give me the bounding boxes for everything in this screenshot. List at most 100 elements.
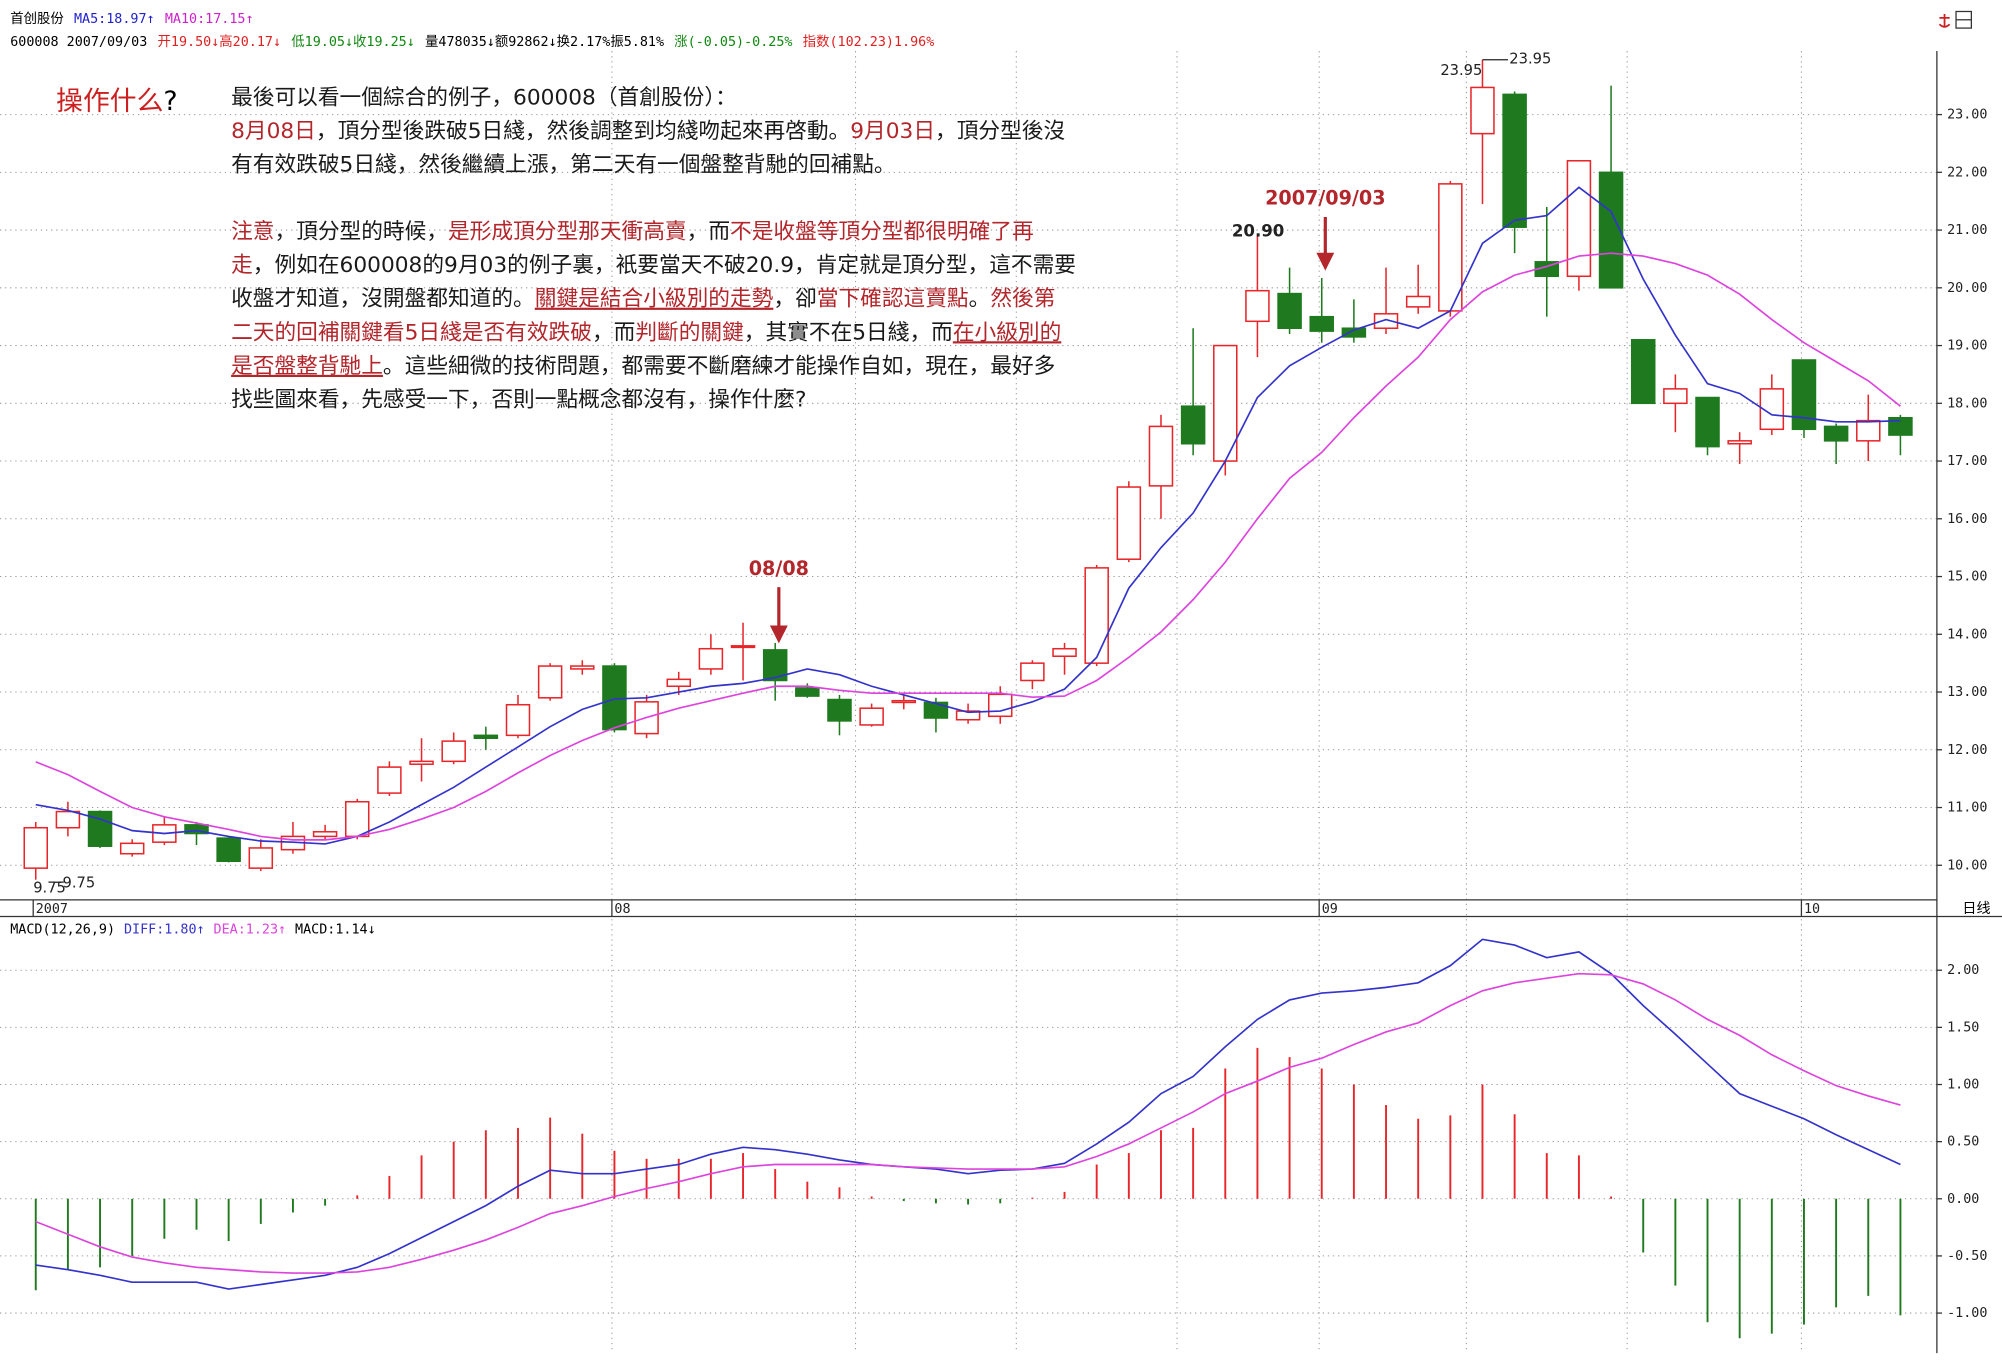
y-tick-label: 12.00 bbox=[1947, 743, 1987, 758]
annotation-arrowhead bbox=[769, 625, 788, 644]
note-run: 是形成頂分型那天衝高賣 bbox=[448, 220, 687, 245]
note-run: 是否盤整背馳上 bbox=[231, 354, 383, 379]
candle-body bbox=[698, 647, 724, 670]
candle-body bbox=[1663, 388, 1688, 405]
note-line: 走，例如在600008的9月03的例子裏，衹要當天不破20.9，肯定就是頂分型，… bbox=[231, 253, 1076, 278]
period-label: 日线 bbox=[1962, 901, 1990, 917]
candle-body bbox=[1695, 396, 1720, 448]
anchor-icon[interactable] bbox=[1938, 14, 1951, 28]
y-tick-label: 18.00 bbox=[1947, 396, 1987, 411]
candle-body bbox=[955, 710, 981, 721]
x-tick-label: 10 bbox=[1804, 902, 1820, 917]
note-run: 有有效跌破5日綫，然後繼續上漲，第二天有一個盤整背馳的回補點。 bbox=[231, 152, 896, 177]
marks-layer bbox=[23, 59, 1913, 1339]
note-run: 注意 bbox=[231, 220, 274, 245]
note-run: 。這些細微的技術問題，都需要不斷磨練才能操作自如，現在，最好多 bbox=[383, 354, 1055, 379]
candle-body bbox=[602, 665, 627, 731]
candle-body bbox=[1148, 425, 1174, 487]
x-tick-label: 08 bbox=[614, 902, 630, 917]
candle-body bbox=[1502, 93, 1527, 228]
candle-body bbox=[891, 699, 917, 704]
high-label: 23.95 bbox=[1440, 62, 1482, 79]
note-run: 然後第 bbox=[990, 287, 1055, 312]
note-run: ，頂分型的時候， bbox=[274, 220, 448, 245]
note-line: 找些圖來看，先感受一下，否則一點概念都沒有，操作什麼? bbox=[231, 387, 806, 412]
note-run: 9月03日 bbox=[850, 119, 935, 144]
candle-body bbox=[859, 707, 884, 726]
y-tick-label: 14.00 bbox=[1947, 627, 1987, 642]
note-run: ，而 bbox=[687, 220, 730, 245]
candle-body bbox=[1759, 388, 1785, 431]
y-tick-label: 0.00 bbox=[1947, 1192, 1979, 1207]
annotation-arrowhead bbox=[1316, 252, 1335, 271]
high-label: 23.95 bbox=[1509, 51, 1551, 68]
candle-body bbox=[1116, 486, 1142, 560]
candle-body bbox=[441, 740, 466, 763]
candle-body bbox=[473, 734, 499, 739]
note-run: 關鍵是結合小級別的走勢 bbox=[535, 287, 774, 312]
y-tick-label: 17.00 bbox=[1947, 454, 1987, 469]
legend-entry: MACD(12,26,9) bbox=[10, 922, 115, 937]
note-run: 判斷的關鍵 bbox=[635, 320, 743, 345]
note-line: 收盤才知道，沒開盤都知道的。關鍵是結合小級別的走勢，卻當下確認這賣點。然後第 bbox=[231, 287, 1055, 312]
x-tick-label: 09 bbox=[1322, 902, 1338, 917]
y-tick-label: 1.50 bbox=[1947, 1020, 1979, 1035]
ma5-line bbox=[35, 186, 1901, 845]
annotation: 2007/09/03 bbox=[1265, 187, 1385, 210]
candle-body bbox=[1566, 160, 1592, 278]
candle-body bbox=[1791, 359, 1817, 431]
toolbar-icons[interactable] bbox=[1938, 10, 1972, 29]
low-label: 9.75 bbox=[33, 880, 66, 897]
annotation: 08/08 bbox=[749, 557, 809, 580]
note-question-part: 操作什么 bbox=[56, 86, 163, 117]
y-tick-label: -1.00 bbox=[1947, 1306, 1987, 1321]
candle-body bbox=[184, 824, 209, 835]
y-tick-label: 16.00 bbox=[1947, 512, 1987, 527]
legend-entry: MA5:18.97↑ bbox=[74, 12, 155, 27]
candle-body bbox=[1823, 425, 1849, 442]
legend-entry: 量478035↓额92862↓换2.17%振5.81% bbox=[425, 34, 664, 50]
legend-line: 600008 2007/09/03 开19.50↓高20.17↓ 低19.05↓收1… bbox=[10, 33, 934, 50]
note-run: 。 bbox=[969, 287, 991, 312]
high-label: 20.90 bbox=[1232, 222, 1284, 241]
x-tick-label: 2007 bbox=[36, 902, 68, 917]
y-tick-label: 20.00 bbox=[1947, 281, 1987, 296]
candle-body bbox=[1180, 405, 1206, 445]
y-tick-label: 1.00 bbox=[1947, 1078, 1979, 1093]
note-run: 找些圖來看，先感受一下，否則一點概念都沒有，操作什麼? bbox=[231, 387, 806, 412]
note-line: 最後可以看一個綜合的例子，600008（首創股份）： bbox=[231, 85, 737, 110]
candle-body bbox=[505, 703, 531, 737]
candle-body bbox=[1245, 289, 1270, 323]
candle-body bbox=[1084, 567, 1109, 664]
y-tick-label: 13.00 bbox=[1947, 685, 1987, 700]
candle-body bbox=[1888, 416, 1913, 436]
note-run: 二天的回補關鍵看5日綫是否有效跌破 bbox=[231, 320, 592, 345]
candle-body bbox=[377, 766, 402, 794]
y-tick-label: 11.00 bbox=[1947, 801, 1987, 816]
candle-body bbox=[1405, 295, 1431, 308]
note-line: 二天的回補關鍵看5日綫是否有效跌破，而判斷的關鍵，其實不在5日綫，而在小級別的 bbox=[231, 320, 1061, 345]
legend-entry: 低19.05↓收19.25↓ bbox=[291, 34, 415, 50]
note-question-part: ? bbox=[163, 86, 177, 117]
note-line: 8月08日，頂分型後跌破5日綫，然後調整到均綫吻起來再啓動。9月03日，頂分型後… bbox=[231, 119, 1065, 144]
candle-body bbox=[1020, 662, 1045, 682]
candle-body bbox=[312, 831, 338, 838]
note-run: 不是收盤等頂分型都很明確了再 bbox=[730, 220, 1034, 245]
note-run: 在小級別的 bbox=[953, 320, 1061, 345]
candle-body bbox=[1373, 313, 1399, 330]
legend-entry: 涨(-0.05)-0.25% bbox=[674, 34, 792, 50]
note-run: 當下確認這賣點 bbox=[817, 287, 969, 312]
note-line: 是否盤整背馳上。這些細微的技術問題，都需要不斷磨練才能操作自如，現在，最好多 bbox=[231, 354, 1055, 379]
candle-body bbox=[1470, 86, 1495, 135]
note-run: ，其實不在5日綫，而 bbox=[744, 320, 953, 345]
note-line: 有有效跌破5日綫，然後繼續上漲，第二天有一個盤整背馳的回補點。 bbox=[231, 152, 896, 177]
candle-body bbox=[730, 645, 756, 649]
legend-entry: 首创股份 bbox=[10, 11, 64, 27]
candle-body bbox=[216, 837, 241, 862]
candle-body bbox=[409, 760, 434, 765]
candle-body bbox=[1856, 419, 1881, 442]
legend-line: 首创股份 MA5:18.97↑ MA10:17.15↑ bbox=[10, 11, 253, 27]
y-tick-label: 23.00 bbox=[1947, 108, 1987, 123]
candle-body bbox=[666, 678, 691, 688]
